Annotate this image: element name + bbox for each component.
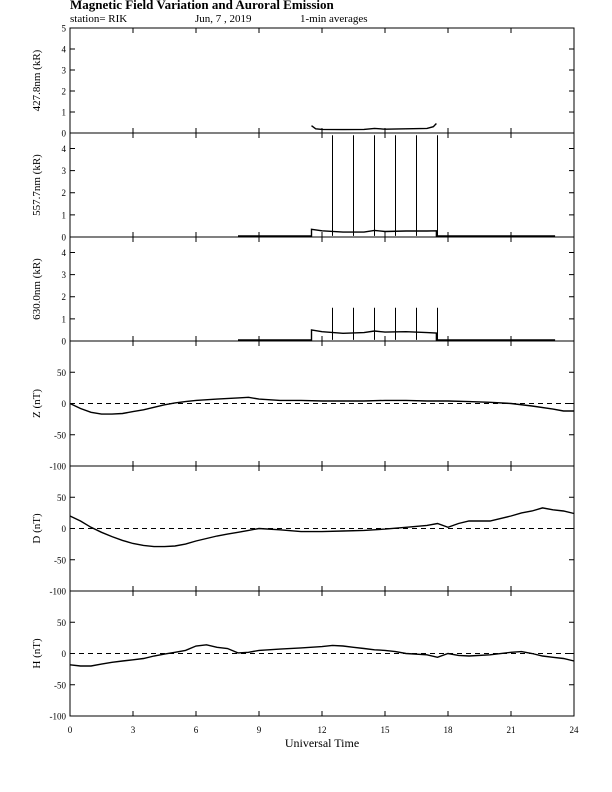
y-tick-label: 0 (62, 337, 67, 347)
station-label: station= RIK (70, 13, 128, 25)
x-tick-label: 0 (68, 725, 73, 735)
panel-frame (69, 132, 575, 238)
x-tick-label: 15 (381, 725, 391, 735)
series-line (69, 396, 574, 415)
y-tick-label: 0 (62, 649, 67, 659)
y-tick-label: 2 (62, 188, 67, 198)
y-axis-label: 557.7nm (kR) (31, 154, 43, 216)
y-tick-label: -50 (54, 555, 66, 565)
x-tick-label: 12 (318, 725, 327, 735)
y-axis-label: 630.0nm (kR) (31, 258, 43, 320)
date-label: Jun, 7 , 2019 (195, 13, 252, 25)
y-tick-label: -100 (50, 462, 67, 472)
y-tick-label: 4 (62, 144, 67, 154)
y-tick-label: 3 (62, 166, 67, 176)
y-tick-label: 1 (62, 210, 67, 220)
y-tick-label: -50 (54, 430, 66, 440)
panel-frame (69, 236, 575, 342)
x-tick-label: 18 (444, 725, 454, 735)
x-tick-label: 21 (507, 725, 516, 735)
y-tick-label: 4 (62, 45, 67, 55)
y-tick-label: -100 (50, 712, 67, 722)
y-tick-label: 4 (62, 248, 67, 258)
y-tick-label: 0 (62, 233, 67, 243)
y-tick-label: 1 (62, 108, 67, 118)
x-tick-label: 9 (257, 725, 262, 735)
y-tick-label: 2 (62, 292, 67, 302)
y-tick-label: 5 (62, 24, 67, 34)
y-tick-label: 0 (62, 399, 67, 409)
y-tick-label: -100 (50, 587, 67, 597)
y-axis-label: Z (nT) (31, 389, 43, 418)
y-tick-label: 2 (62, 87, 67, 97)
series-line (238, 329, 556, 341)
y-tick-label: 50 (57, 493, 67, 503)
y-tick-label: -50 (54, 680, 66, 690)
y-tick-label: 50 (57, 618, 67, 628)
x-axis-label: Universal Time (285, 736, 359, 750)
y-tick-label: 3 (62, 66, 67, 76)
x-tick-label: 24 (570, 725, 580, 735)
x-tick-label: 6 (194, 725, 199, 735)
y-tick-label: 3 (62, 270, 67, 280)
x-tick-label: 3 (131, 725, 136, 735)
y-axis-label: D (nT) (31, 513, 43, 544)
series-line (311, 123, 437, 131)
panel-frame (69, 27, 575, 134)
series-line (69, 507, 575, 548)
y-tick-label: 0 (62, 129, 67, 139)
series-line (69, 644, 575, 667)
y-tick-label: 0 (62, 524, 67, 534)
averaging-label: 1-min averages (300, 13, 368, 25)
y-axis-label: H (nT) (31, 638, 43, 669)
y-tick-label: 1 (62, 314, 67, 324)
y-axis-label: 427.8nm (kR) (31, 49, 43, 111)
series-line (238, 228, 556, 237)
chart-title: Magnetic Field Variation and Auroral Emi… (70, 0, 334, 12)
y-tick-label: 50 (57, 368, 67, 378)
